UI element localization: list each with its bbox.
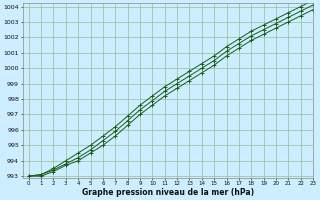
X-axis label: Graphe pression niveau de la mer (hPa): Graphe pression niveau de la mer (hPa) [82,188,254,197]
